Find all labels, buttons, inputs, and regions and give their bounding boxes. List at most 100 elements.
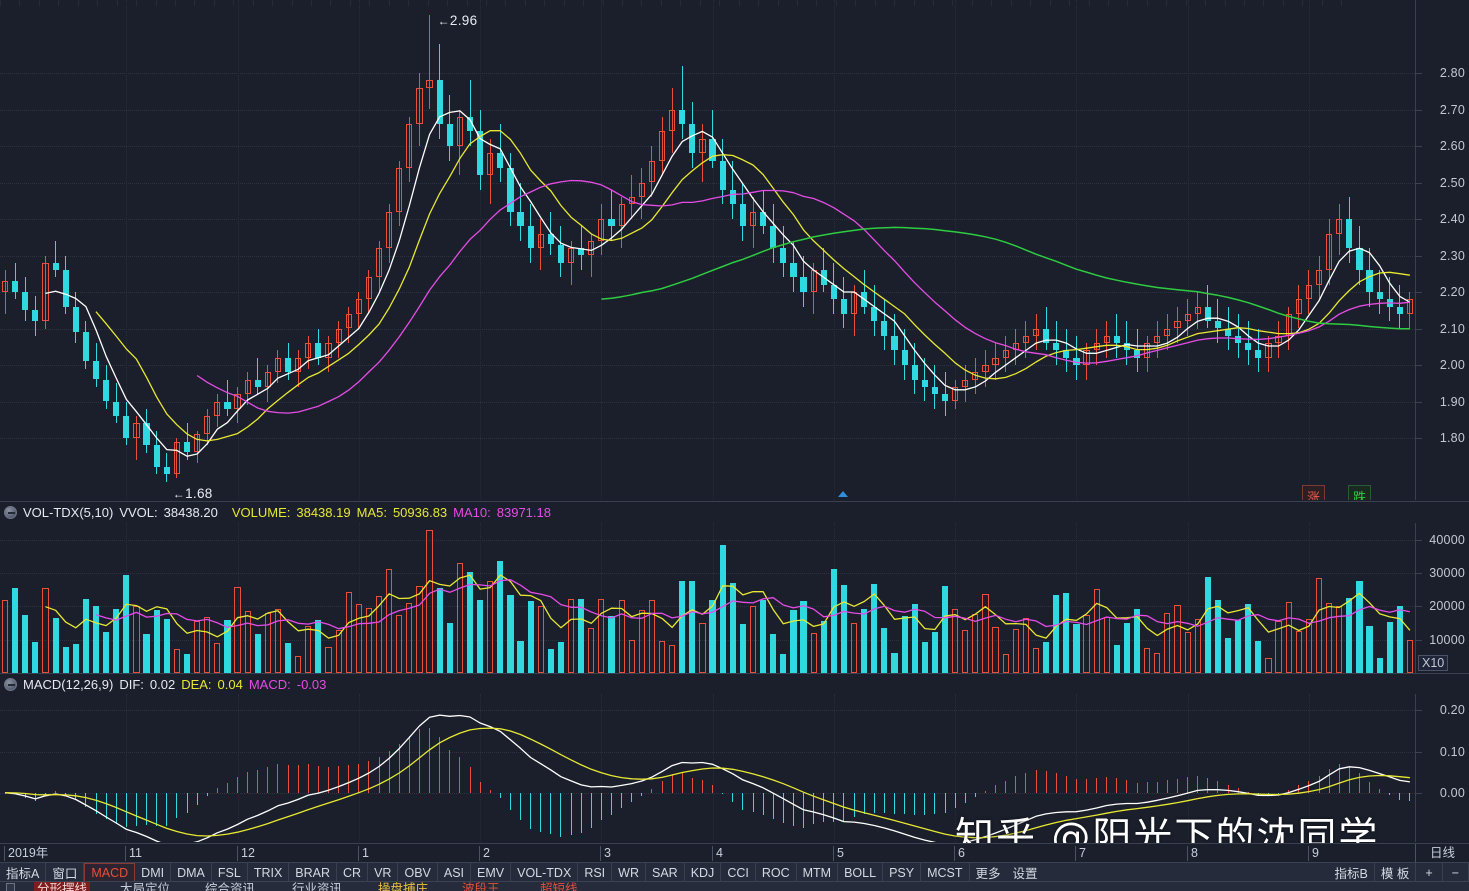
candlestick[interactable] — [446, 124, 453, 146]
candlestick[interactable] — [790, 262, 797, 278]
candlestick[interactable] — [133, 423, 140, 438]
volume-bar[interactable] — [62, 646, 69, 673]
indicator-toolbar[interactable]: 指标A 窗口 MACD DMI DMA FSL TRIX BRAR CR VR OBV ASI EM… — [0, 862, 1469, 882]
toolbar-indicator-mcst[interactable]: MCST — [921, 863, 970, 882]
volume-bar[interactable] — [1285, 601, 1292, 673]
candlestick[interactable] — [1164, 328, 1171, 336]
volume-bar[interactable] — [628, 639, 635, 673]
candlestick[interactable] — [234, 394, 241, 409]
candlestick[interactable] — [1032, 328, 1040, 336]
volume-bar[interactable] — [709, 599, 716, 673]
volume-bar[interactable] — [133, 605, 140, 673]
volume-bar[interactable] — [1396, 606, 1403, 673]
volume-bar[interactable] — [365, 608, 373, 673]
volume-bar[interactable] — [689, 581, 696, 673]
volume-bar[interactable] — [1224, 637, 1232, 673]
volume-bar[interactable] — [386, 569, 393, 673]
candlestick[interactable] — [729, 189, 736, 205]
volume-bar[interactable] — [790, 610, 797, 673]
candlestick[interactable] — [891, 335, 898, 351]
candlestick[interactable] — [22, 292, 29, 311]
volume-bar[interactable] — [982, 594, 989, 673]
volume-bar[interactable] — [1366, 625, 1373, 673]
toolbar-indicator-emv[interactable]: EMV — [471, 863, 512, 882]
candlestick[interactable] — [113, 401, 120, 417]
volume-bar[interactable] — [234, 586, 241, 673]
volume-bar[interactable] — [1386, 622, 1393, 673]
volume-bar[interactable] — [507, 594, 514, 673]
volume-bar[interactable] — [921, 641, 928, 673]
volume-bar[interactable] — [1043, 641, 1050, 673]
candlestick[interactable] — [547, 233, 554, 245]
candlestick[interactable] — [527, 226, 534, 249]
candlestick[interactable] — [689, 124, 696, 154]
candlestick[interactable] — [1346, 219, 1353, 249]
volume-bar[interactable] — [143, 634, 150, 673]
volume-bar[interactable] — [1305, 619, 1312, 673]
volume-bar[interactable] — [355, 604, 362, 673]
toolbar-indicator-vol-tdx[interactable]: VOL-TDX — [511, 863, 579, 882]
candlestick[interactable] — [406, 124, 413, 168]
volume-bar[interactable] — [1204, 576, 1211, 673]
candlestick[interactable] — [1366, 270, 1373, 292]
candlestick[interactable] — [42, 262, 49, 322]
volume-bar[interactable] — [1194, 618, 1201, 673]
macd-plot-area[interactable] — [0, 694, 1415, 842]
candlestick[interactable] — [284, 357, 292, 373]
candlestick[interactable] — [194, 434, 201, 453]
candlestick[interactable] — [1043, 328, 1050, 344]
volume-bar[interactable] — [1245, 604, 1252, 673]
toolbar-indicator-kdj[interactable]: KDJ — [685, 863, 722, 882]
candlestick[interactable] — [1, 281, 9, 292]
candlestick[interactable] — [982, 365, 989, 373]
candlestick[interactable] — [1295, 299, 1302, 314]
volume-bar[interactable] — [1346, 597, 1353, 673]
candlestick[interactable] — [1113, 335, 1120, 344]
secondary-toolbar-item[interactable]: 操盘捕庄 — [378, 882, 429, 891]
volume-bar[interactable] — [335, 629, 342, 673]
secondary-toolbar-item[interactable]: 分形摆线 — [34, 882, 91, 891]
volume-bar[interactable] — [547, 648, 554, 673]
volume-bar[interactable] — [163, 619, 170, 673]
volume-bar[interactable] — [153, 609, 160, 673]
candlestick[interactable] — [992, 357, 999, 365]
candlestick[interactable] — [274, 357, 282, 373]
volume-bar[interactable] — [780, 653, 787, 673]
candlestick[interactable] — [153, 445, 160, 468]
candlestick[interactable] — [709, 138, 716, 161]
candlestick[interactable] — [1144, 343, 1151, 358]
candlestick[interactable] — [1214, 321, 1222, 329]
volume-bar[interactable] — [567, 599, 575, 673]
volume-bar[interactable] — [557, 641, 565, 673]
candlestick[interactable] — [295, 357, 302, 373]
candlestick[interactable] — [254, 379, 261, 387]
candlestick[interactable] — [123, 416, 130, 438]
candlestick[interactable] — [1326, 233, 1333, 271]
volume-bar[interactable] — [1144, 647, 1151, 673]
macd-chart-panel[interactable]: 0.20 0.10 0.00 — [0, 694, 1469, 842]
candlestick[interactable] — [669, 109, 676, 132]
secondary-toolbar-item[interactable]: 大局定位 — [120, 882, 171, 891]
candlestick[interactable] — [1305, 284, 1312, 300]
volume-bar[interactable] — [517, 640, 524, 673]
volume-bar[interactable] — [911, 604, 918, 673]
volume-bar[interactable] — [325, 646, 332, 673]
volume-bar[interactable] — [1326, 603, 1333, 673]
toolbar-indicator-dma[interactable]: DMA — [171, 863, 212, 882]
price-chart-panel[interactable]: ←2.96 ←1.68 涨 跌 2.80 2.70 2.60 2.50 2.40 2.30 2.2… — [0, 0, 1469, 500]
candlestick[interactable] — [1022, 335, 1029, 344]
toolbar-indicator-rsi[interactable]: RSI — [578, 863, 613, 882]
volume-bar[interactable] — [1184, 631, 1191, 673]
candlestick[interactable] — [396, 167, 403, 212]
toolbar-indicator-vr[interactable]: VR — [368, 863, 399, 882]
volume-bar[interactable] — [32, 642, 39, 673]
toolbar-indicator-trix[interactable]: TRIX — [248, 863, 290, 882]
volume-bar[interactable] — [396, 615, 403, 673]
zoom-in-button[interactable]: + — [1416, 863, 1443, 882]
candlestick[interactable] — [567, 248, 575, 263]
volume-chart-panel[interactable]: 40000 30000 20000 10000 — [0, 523, 1469, 673]
candlestick[interactable] — [426, 80, 433, 88]
volume-bar[interactable] — [214, 643, 221, 673]
candlestick[interactable] — [305, 343, 312, 358]
volume-bar[interactable] — [669, 645, 676, 673]
